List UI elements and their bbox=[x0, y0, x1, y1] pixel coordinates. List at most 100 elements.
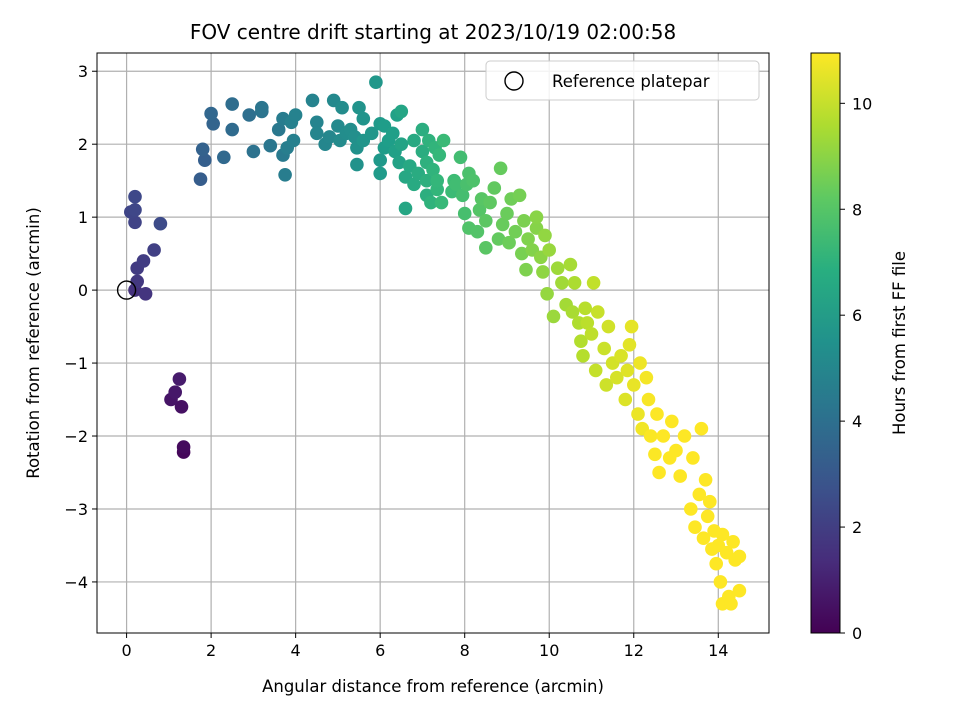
data-point bbox=[540, 287, 554, 301]
data-point bbox=[335, 100, 349, 115]
data-point bbox=[386, 126, 400, 141]
x-axis-label: Angular distance from reference (arcmin) bbox=[262, 677, 604, 696]
data-point bbox=[206, 117, 220, 131]
data-point bbox=[172, 372, 187, 386]
data-point bbox=[198, 153, 212, 167]
data-point bbox=[536, 265, 550, 279]
data-point bbox=[643, 429, 658, 443]
data-point bbox=[350, 157, 364, 172]
data-point bbox=[565, 305, 580, 319]
data-point bbox=[364, 126, 379, 141]
data-point bbox=[620, 363, 635, 378]
plot-frame bbox=[96, 52, 770, 634]
data-point bbox=[466, 173, 481, 188]
data-point bbox=[479, 241, 493, 255]
data-point bbox=[550, 261, 565, 276]
data-point bbox=[128, 203, 142, 217]
x-tick-label: 10 bbox=[539, 641, 559, 660]
colorbar-tick-label: 2 bbox=[852, 518, 862, 537]
data-point bbox=[500, 206, 514, 221]
data-point bbox=[373, 153, 388, 167]
y-tick-label: 2 bbox=[78, 135, 88, 154]
data-point bbox=[288, 108, 303, 122]
data-point bbox=[601, 319, 616, 334]
data-point bbox=[703, 494, 717, 509]
data-point bbox=[398, 201, 413, 216]
data-point bbox=[128, 215, 142, 230]
data-point bbox=[633, 356, 647, 370]
x-tick-label: 12 bbox=[624, 641, 644, 660]
data-point bbox=[732, 549, 747, 564]
data-point bbox=[487, 181, 502, 195]
data-point bbox=[610, 370, 624, 385]
y-tick-label: −1 bbox=[64, 354, 88, 373]
data-point bbox=[204, 106, 218, 121]
data-point bbox=[436, 133, 451, 148]
data-point bbox=[665, 414, 679, 429]
x-tick-label: 8 bbox=[460, 641, 470, 660]
colorbar-tick-label: 0 bbox=[852, 624, 862, 643]
colorbar-tick-label: 6 bbox=[852, 306, 862, 325]
data-point bbox=[567, 276, 582, 290]
colorbar-gradient bbox=[810, 52, 841, 634]
data-point bbox=[563, 257, 578, 272]
data-point bbox=[578, 301, 592, 316]
reference-point-marker bbox=[116, 280, 137, 300]
data-point bbox=[694, 421, 709, 436]
data-point bbox=[430, 173, 445, 188]
data-point bbox=[495, 217, 510, 232]
data-point bbox=[242, 108, 256, 122]
data-point bbox=[310, 115, 324, 130]
data-point bbox=[128, 189, 142, 204]
data-point bbox=[138, 287, 153, 301]
data-point bbox=[639, 370, 654, 385]
data-point bbox=[246, 144, 261, 159]
x-tick-label: 4 bbox=[291, 641, 301, 660]
legend: Reference platepar bbox=[485, 60, 760, 101]
data-point bbox=[426, 162, 440, 177]
data-point bbox=[580, 316, 595, 330]
data-point bbox=[591, 305, 605, 319]
data-point bbox=[576, 349, 590, 363]
colorbar-tick-label: 4 bbox=[852, 412, 862, 431]
data-point bbox=[407, 133, 421, 148]
data-point bbox=[449, 177, 464, 192]
data-point bbox=[656, 429, 671, 443]
data-point bbox=[225, 122, 239, 137]
data-point bbox=[432, 148, 447, 162]
data-point bbox=[130, 274, 144, 289]
data-point bbox=[652, 465, 666, 480]
data-point bbox=[470, 224, 485, 239]
data-point bbox=[502, 235, 516, 250]
data-point bbox=[479, 214, 493, 228]
x-tick-label: 2 bbox=[206, 641, 216, 660]
data-point bbox=[713, 575, 728, 589]
chart-title: FOV centre drift starting at 2023/10/19 … bbox=[190, 20, 676, 44]
data-point bbox=[698, 473, 713, 487]
data-point bbox=[624, 319, 639, 334]
data-point bbox=[434, 195, 449, 210]
colorbar-tick-label: 8 bbox=[852, 200, 862, 219]
data-point bbox=[584, 327, 599, 341]
data-point bbox=[153, 216, 168, 231]
data-point bbox=[546, 309, 561, 324]
data-point bbox=[415, 122, 430, 137]
x-tick-label: 14 bbox=[708, 641, 728, 660]
data-point bbox=[542, 243, 556, 257]
data-point bbox=[278, 168, 292, 182]
data-point bbox=[392, 155, 407, 170]
data-point bbox=[538, 228, 552, 243]
data-point bbox=[168, 385, 182, 400]
data-point bbox=[424, 195, 438, 210]
data-point bbox=[648, 447, 662, 462]
data-point bbox=[508, 224, 523, 239]
y-tick-label: −3 bbox=[64, 500, 88, 519]
data-point bbox=[684, 502, 698, 516]
data-point bbox=[310, 126, 324, 141]
data-point bbox=[193, 172, 208, 186]
data-point bbox=[373, 166, 388, 181]
data-point bbox=[174, 400, 189, 414]
data-point bbox=[195, 142, 210, 157]
data-point bbox=[709, 556, 723, 571]
